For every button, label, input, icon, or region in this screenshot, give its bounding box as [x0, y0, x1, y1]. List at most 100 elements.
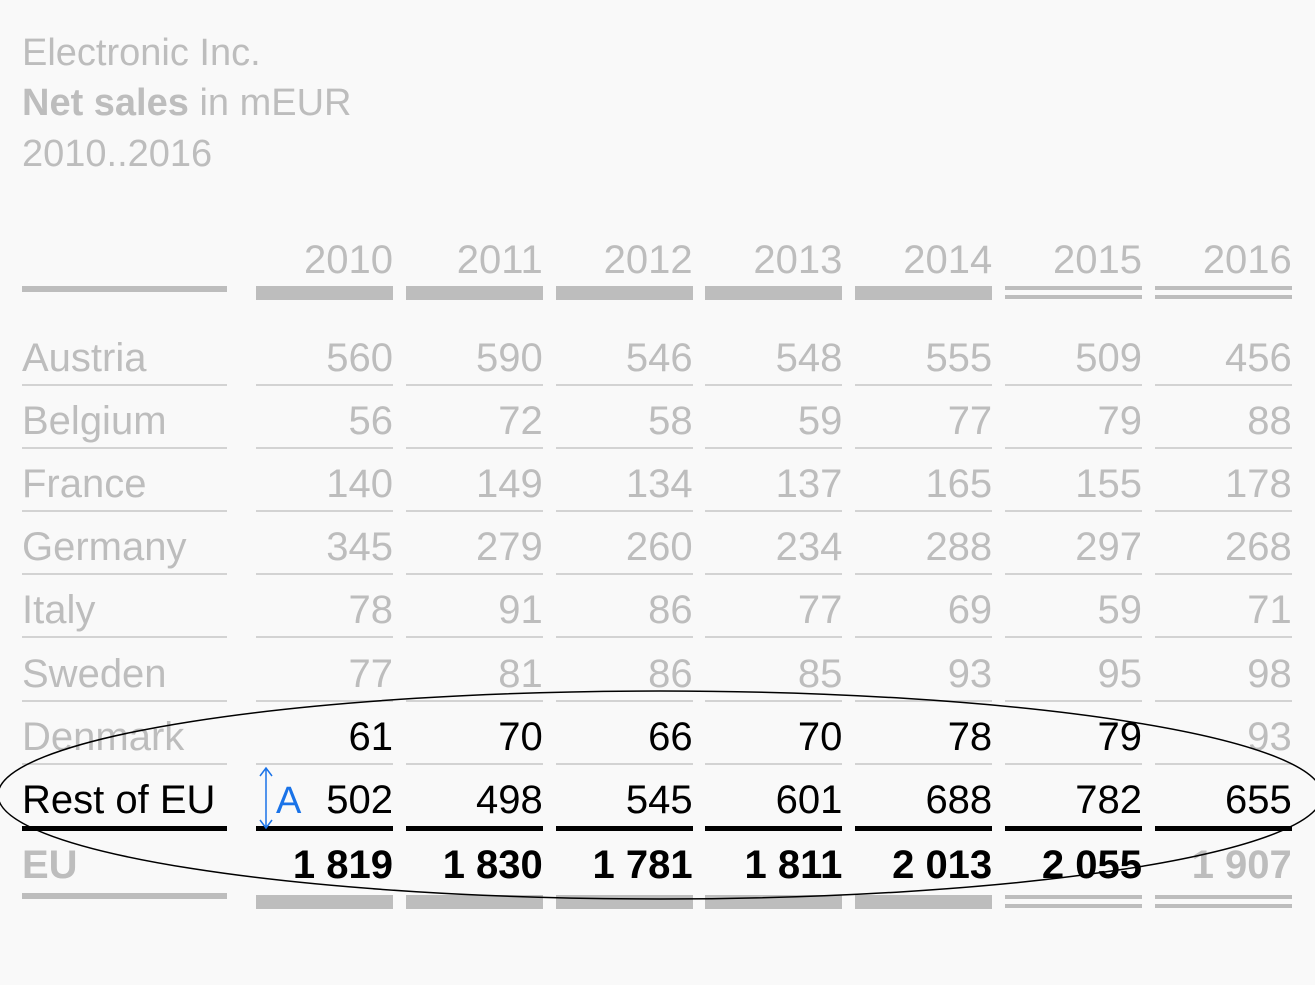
row-label: France [22, 462, 147, 507]
cell-value: 268 [1225, 525, 1292, 570]
row-label: Belgium [22, 399, 167, 444]
total-value: 1 819 [292, 843, 393, 887]
cell-value: 78 [348, 588, 394, 633]
cell-value: 72 [498, 399, 543, 444]
row-label: Italy [22, 588, 96, 633]
measure-bold: Net sales [22, 82, 189, 124]
row-separator [22, 762, 227, 765]
cell-value: 69 [947, 588, 993, 633]
cell-value: 91 [498, 588, 543, 633]
row-separator [256, 510, 393, 513]
total-rule [1005, 825, 1142, 831]
row-separator [22, 636, 227, 639]
cell-value: 79 [1097, 399, 1143, 444]
cell-value: 688 [925, 777, 993, 822]
row-separator [555, 510, 693, 513]
row-separator [1154, 636, 1292, 639]
year-header-2014: 2014 [903, 238, 993, 282]
year-header-bar-2014 [855, 286, 993, 300]
company-name: Electronic Inc. [22, 32, 261, 74]
row-label: Rest of EU [22, 777, 216, 822]
row-separator [22, 510, 227, 513]
cell-value: 61 [348, 714, 394, 759]
row-separator [405, 573, 543, 576]
row-separator [555, 384, 693, 386]
cell-value: 155 [1075, 462, 1142, 507]
row-label: Denmark [22, 714, 185, 759]
row-separator [705, 699, 843, 702]
cell-value: 59 [1097, 588, 1143, 633]
row-separator [1154, 384, 1292, 386]
row-separator [705, 384, 843, 386]
row-separator [405, 699, 543, 702]
cell-value: 86 [648, 651, 693, 696]
row-separator [855, 762, 993, 765]
cell-value: 560 [326, 336, 393, 380]
row-separator [855, 573, 993, 576]
year-header-2011: 2011 [456, 238, 543, 282]
total-rule [405, 825, 543, 831]
row-separator [555, 573, 693, 576]
year-header-2015: 2015 [1053, 238, 1142, 282]
cell-value: 85 [797, 651, 843, 696]
cell-value: 81 [498, 651, 543, 696]
highlight-ellipse [0, 690, 1315, 900]
cell-value: 509 [1075, 336, 1142, 380]
measure-line: Net sales in mEUR [22, 84, 351, 122]
row-separator [256, 573, 393, 576]
total-bar-2015-bottom [1005, 904, 1142, 908]
cell-value: 590 [476, 336, 543, 380]
total-bar-2016-top [1154, 895, 1292, 899]
row-separator [405, 447, 543, 450]
annotation-arrow-icon [259, 766, 273, 830]
cell-value: 345 [326, 525, 393, 570]
total-value: 2 013 [892, 843, 993, 887]
total-value: 1 781 [592, 843, 693, 887]
cell-value: 601 [775, 777, 843, 822]
year-header-bar-2015-bottom [1005, 295, 1142, 299]
row-separator [705, 573, 843, 576]
cell-value: 95 [1097, 651, 1143, 696]
total-rule [705, 825, 843, 831]
row-separator [855, 447, 993, 450]
row-separator [256, 384, 393, 386]
row-label: Sweden [22, 651, 167, 696]
year-header-bar-2010 [256, 286, 393, 300]
year-header-bar-2016-bottom [1154, 295, 1292, 299]
row-separator [705, 762, 843, 765]
row-separator [256, 762, 393, 765]
row-separator [855, 510, 993, 513]
row-separator [1005, 762, 1142, 765]
label-header-rule [22, 286, 227, 292]
row-separator [405, 510, 543, 513]
year-header-2012: 2012 [603, 238, 693, 282]
year-header-bar-2015-top [1005, 286, 1142, 290]
row-separator [1005, 699, 1142, 702]
cell-value: 655 [1225, 777, 1292, 822]
row-separator [1154, 762, 1292, 765]
cell-value: 456 [1225, 336, 1292, 380]
cell-value: 71 [1247, 588, 1292, 633]
total-bar-2014 [855, 895, 993, 909]
cell-value: 79 [1097, 714, 1143, 759]
cell-value: 149 [476, 462, 543, 507]
row-separator [855, 384, 993, 386]
total-value: 1 811 [744, 843, 843, 887]
year-header-2010: 2010 [304, 238, 393, 282]
period: 2010..2016 [22, 133, 213, 175]
row-separator [855, 636, 993, 639]
cell-value: 78 [947, 714, 993, 759]
cell-value: 93 [947, 651, 993, 696]
year-header-bar-2016-top [1154, 286, 1292, 290]
year-header-2013: 2013 [753, 238, 843, 282]
total-value: 1 907 [1191, 843, 1292, 887]
row-separator [555, 699, 693, 702]
cell-value: 86 [648, 588, 693, 633]
cell-value: 555 [925, 336, 993, 380]
row-separator [22, 447, 227, 450]
cell-value: 498 [476, 777, 543, 822]
total-rule [22, 825, 227, 831]
cell-value: 165 [925, 462, 993, 507]
cell-value: 77 [797, 588, 843, 633]
year-header-bar-2012 [555, 286, 693, 300]
